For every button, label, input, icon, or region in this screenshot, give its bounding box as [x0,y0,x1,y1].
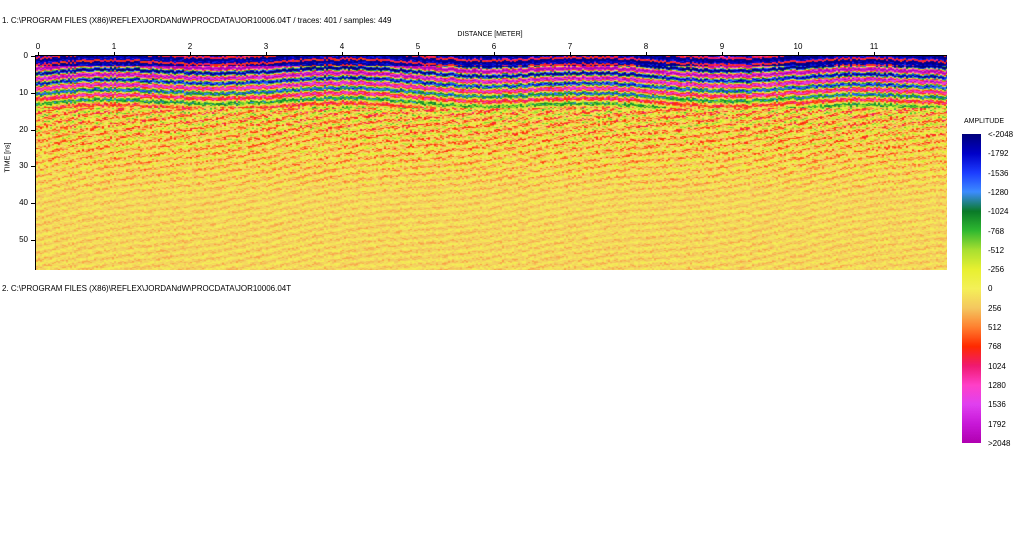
x-tick-label: 7 [567,42,573,51]
y-tick-mark [31,166,36,168]
y-axis-line [35,55,36,270]
x-tick-mark [342,52,343,56]
y-tick-label: 10 [19,87,28,97]
colorbar-label: 256 [988,303,1002,313]
x-tick-label: 0 [35,42,41,51]
colorbar-label: -1280 [988,187,1009,197]
x-tick-mark [418,52,419,56]
colorbar-title: AMPLITUDE [963,118,1005,125]
x-tick-label: 2 [187,42,193,51]
x-tick-label: 3 [263,42,269,51]
y-axis-label: TIME [ns] [4,142,12,173]
x-tick-label: 1 [111,42,117,51]
colorbar-label: 1024 [988,361,1006,371]
x-tick-mark [570,52,571,56]
x-tick-mark [38,52,39,56]
colorbar-label: -256 [988,265,1005,275]
x-axis-label: DISTANCE [METER] [457,31,523,38]
x-tick-mark [798,52,799,56]
colorbar-label: <-2048 [988,130,1014,139]
x-tick-mark [722,52,723,56]
colorbar-label: 512 [988,323,1002,332]
radargram-plot[interactable] [36,56,947,270]
colorbar-label: -512 [988,245,1005,255]
colorbar-label: -1792 [988,149,1009,159]
colorbar-label: -768 [988,226,1005,236]
profile-2-title: 2. C:\PROGRAM FILES (X86)\REFLEX\JORDANd… [2,284,292,293]
y-tick-mark [31,240,36,241]
x-tick-label: 4 [339,42,345,51]
colorbar-label: -1536 [988,168,1009,178]
y-tick-label: 30 [19,161,28,171]
x-tick-mark [114,52,115,56]
x-tick-mark [494,52,495,56]
x-tick-label: 9 [719,42,725,51]
y-tick-mark [31,56,36,57]
colorbar-label: 768 [988,342,1002,352]
x-tick-mark [266,52,267,56]
y-tick-mark [31,129,36,131]
x-tick-label: 8 [643,42,649,51]
colorbar-label: 0 [988,284,993,294]
y-tick-label: 0 [23,51,28,60]
y-tick-mark [31,203,36,205]
y-tick-label: 20 [19,124,28,134]
y-tick-label: 50 [19,235,28,244]
y-tick-mark [31,92,36,94]
x-tick-mark [190,52,191,56]
x-tick-label: 11 [869,42,879,51]
y-tick-label: 40 [19,198,28,208]
x-tick-mark [646,52,647,56]
amplitude-colorbar [962,134,981,443]
colorbar-label: 1280 [988,380,1006,390]
colorbar-label: >2048 [988,438,1011,448]
x-tick-mark [874,52,875,56]
x-axis-line [36,55,947,56]
x-tick-label: 10 [793,42,803,51]
profile-1-title: 1. C:\PROGRAM FILES (X86)\REFLEX\JORDANd… [2,16,392,25]
colorbar-label: -1024 [988,207,1009,217]
x-tick-label: 6 [491,42,497,51]
colorbar-label: 1536 [988,400,1006,410]
x-tick-label: 5 [415,42,421,51]
colorbar-label: 1792 [988,419,1006,429]
